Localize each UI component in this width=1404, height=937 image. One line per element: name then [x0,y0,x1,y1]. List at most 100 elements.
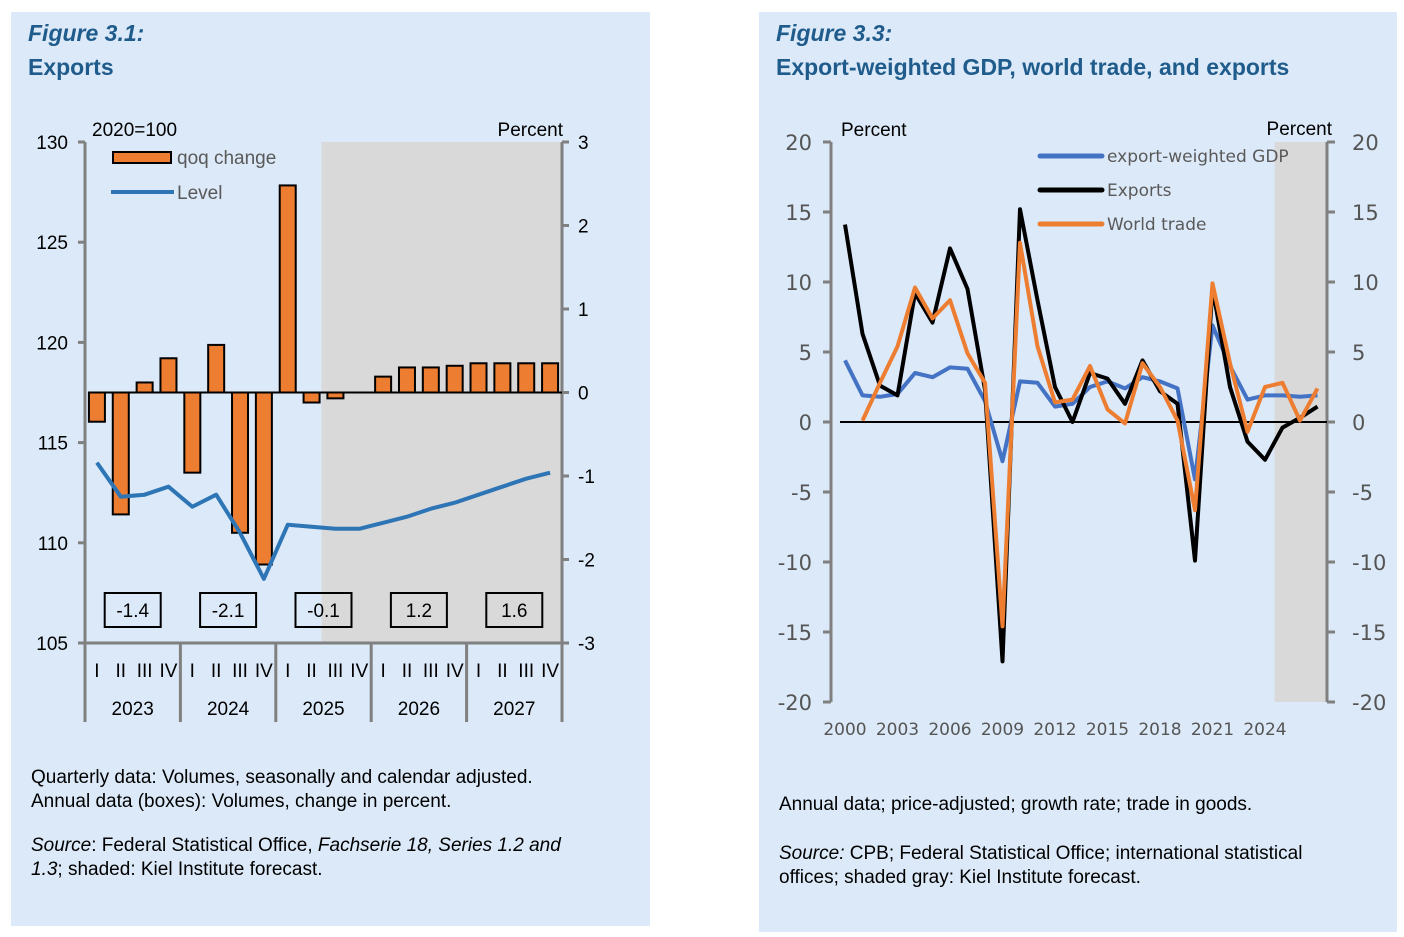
level-line [95,461,551,581]
series-line-world-trade [860,240,1320,629]
source-text: CPB; Federal Statistical Office; interna… [844,843,1303,864]
quarter-label: I [380,661,385,682]
quarter-label: III [137,661,153,682]
x-tick-label: 2021 [1191,720,1234,740]
note-line: Annual data; price-adjusted; growth rate… [779,794,1253,815]
annual-box [103,592,162,628]
source-prefix: Source: [779,843,845,864]
x-tick-label: 2024 [1243,720,1286,740]
right-tick-label: 3 [578,133,589,154]
source-text-2: offices; shaded gray: Kiel Institute for… [779,867,1141,888]
left-tick-label: 105 [36,634,68,655]
left-tick-label: 115 [38,434,68,455]
x-tick-label: 2006 [928,720,971,740]
figure-source: Source: Federal Statistical Office, Fach… [31,834,641,882]
right-tick-label: 20 [1352,131,1379,155]
figure-source: Source: CPB; Federal Statistical Office;… [779,842,1389,890]
source-prefix: Source [31,835,92,856]
x-tick-label: 2018 [1138,720,1181,740]
quarter-label: I [476,661,481,682]
x-tick-label: 2003 [876,720,919,740]
figure-note: Annual data; price-adjusted; growth rate… [779,793,1252,817]
figure-label: Figure 3.1: [28,20,145,46]
left-tick-label: -20 [778,691,812,715]
right-tick-label: 2 [578,217,589,238]
figure-title: Exports [28,54,114,80]
year-label: 2027 [493,699,535,720]
figure-title: Export-weighted GDP, world trade, and ex… [776,54,1290,80]
right-tick-label: 0 [578,384,589,405]
quarter-label: I [285,661,290,682]
quarter-label: IV [350,661,368,682]
series-line-exports [843,207,1319,664]
legend-level-label: Level [177,183,222,204]
legend-qoq-label: qoq change [177,148,276,169]
annual-box-value: -1.4 [116,601,149,622]
quarter-label: III [518,661,534,682]
x-tick-label: 2009 [981,720,1024,740]
x-tick-label: 2012 [1033,720,1076,740]
annual-box-value: -2.1 [212,601,245,622]
left-tick-label: 125 [36,233,68,254]
right-tick-label: 1 [578,300,589,321]
left-axis-label: 2020=100 [92,120,177,141]
left-tick-label: 120 [36,333,68,354]
annual-box [389,592,448,628]
quarter-label: I [190,661,195,682]
figure-label: Figure 3.3: [776,20,893,46]
left-axis-label: Percent [841,120,907,141]
left-tick-label: -10 [778,551,812,575]
quarter-label: IV [541,661,559,682]
right-tick-label: -20 [1352,691,1386,715]
left-tick-label: 110 [38,534,68,555]
quarter-label: II [306,661,317,682]
right-tick-label: -15 [1352,621,1386,645]
note-line: Quarterly data: Volumes, seasonally and … [31,767,533,788]
annual-box [485,592,544,628]
annual-box-value: 1.6 [501,601,527,622]
legend-bar-swatch [112,151,172,164]
right-tick-label: -5 [1352,481,1373,505]
left-tick-label: 20 [785,131,812,155]
annual-box-value: 1.2 [406,601,432,622]
year-label: 2025 [302,699,344,720]
x-tick-label: 2015 [1086,720,1129,740]
legend-label: export-weighted GDP [1107,147,1289,167]
year-label: 2024 [207,699,250,720]
right-tick-label: -2 [578,551,595,572]
quarter-label: III [328,661,344,682]
right-axis-label: Percent [498,120,564,141]
source-italic-2: 1.3 [31,859,58,880]
right-tick-label: 0 [1352,411,1365,435]
quarter-label: IV [255,661,273,682]
right-axis-label: Percent [1267,119,1333,140]
source-text-2: ; shaded: Kiel Institute forecast. [57,859,323,880]
x-tick-label: 2000 [823,720,866,740]
left-tick-label: 15 [785,201,812,225]
right-tick-label: 10 [1352,271,1379,295]
quarter-label: II [115,661,126,682]
quarter-label: II [497,661,508,682]
left-tick-label: 130 [36,133,68,154]
quarter-label: III [423,661,439,682]
left-tick-label: 5 [799,341,812,365]
annual-box [294,592,353,628]
right-tick-label: -3 [578,634,595,655]
note-line: Annual data (boxes): Volumes, change in … [31,791,452,812]
left-tick-label: -5 [791,481,812,505]
quarter-label: IV [446,661,464,682]
right-tick-label: -1 [578,467,595,488]
quarter-label: I [94,661,99,682]
quarter-label: II [402,661,413,682]
right-tick-label: 5 [1352,341,1365,365]
source-text: : Federal Statistical Office, [91,835,318,856]
year-label: 2023 [112,699,154,720]
legend-label: Exports [1107,181,1172,201]
left-tick-label: -15 [778,621,812,645]
quarter-label: IV [159,661,177,682]
source-italic: Fachserie 18, Series 1.2 and [317,835,561,856]
quarter-label: III [232,661,248,682]
right-tick-label: 15 [1352,201,1379,225]
